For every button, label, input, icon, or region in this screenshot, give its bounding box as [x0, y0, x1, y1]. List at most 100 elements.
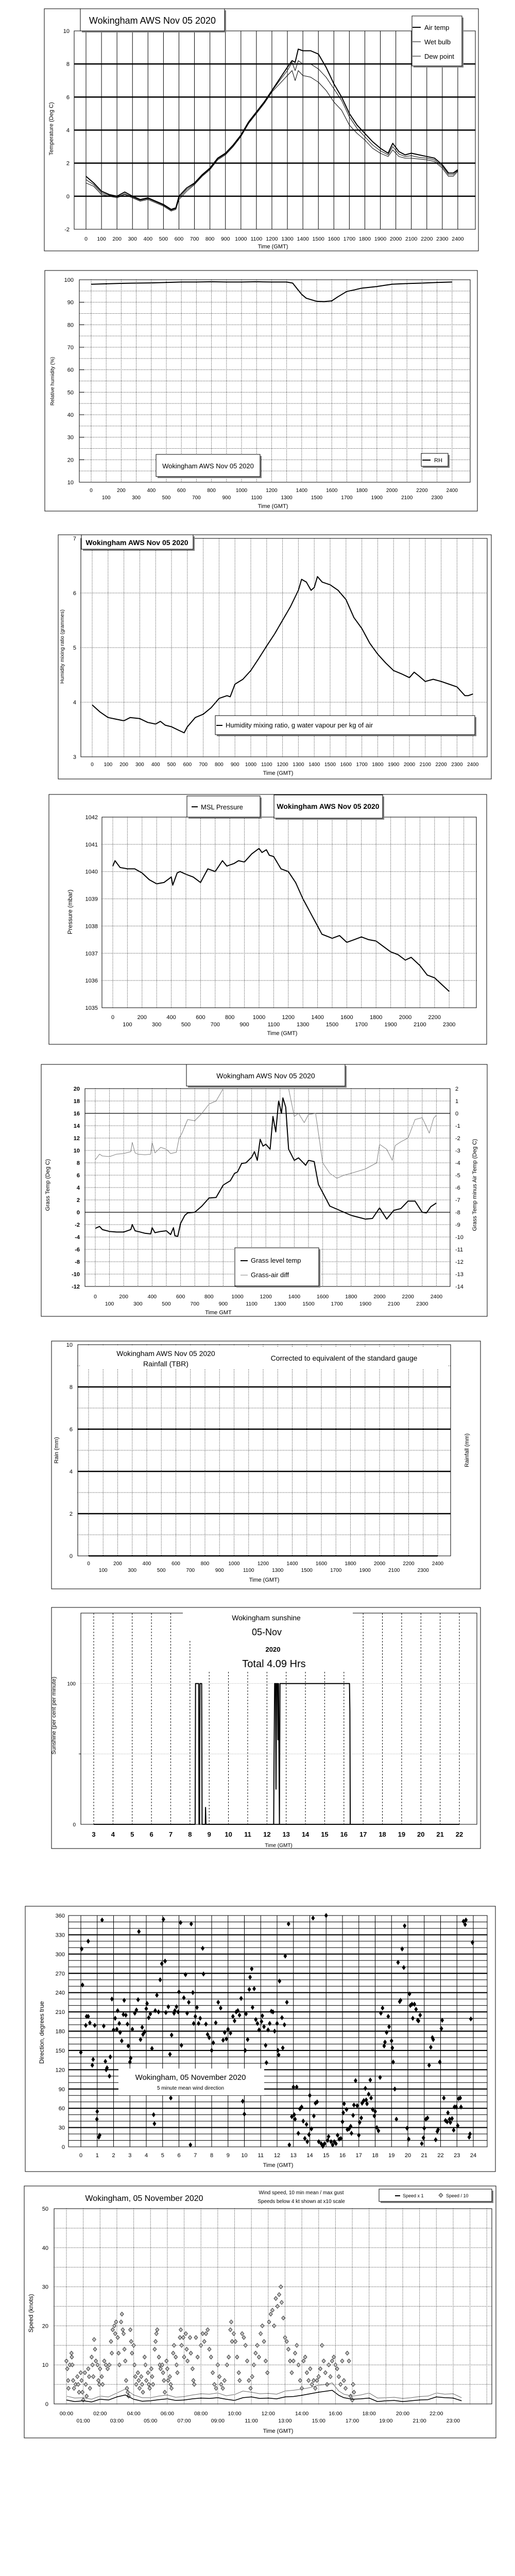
speed-point	[110, 2327, 115, 2332]
speed-point	[185, 2359, 190, 2364]
direction-point	[367, 2091, 371, 2097]
plot-area	[68, 1915, 488, 2147]
chart-title: Wokingham, 05 November 2020	[135, 2073, 246, 2082]
direction-point	[312, 2113, 316, 2119]
x-tick-label: 100	[97, 236, 106, 242]
y-tick-label: 3	[73, 754, 76, 760]
x-tick-label: 1800	[370, 1014, 382, 1021]
x-tick-label: 20	[405, 2153, 411, 2159]
direction-point	[376, 2128, 381, 2133]
direction-point	[115, 2026, 119, 2032]
speed-point	[192, 2382, 197, 2387]
speed-point	[155, 2327, 160, 2332]
x-tick-label: 300	[132, 495, 141, 501]
direction-point	[79, 2049, 83, 2055]
speed-point	[281, 2315, 286, 2320]
speed-point	[163, 2389, 167, 2395]
total-backdrop	[191, 1640, 345, 1671]
speed-point	[138, 2386, 142, 2391]
chart-note: Speeds below 4 kt shown at x10 scale	[258, 2199, 345, 2205]
direction-point	[385, 2029, 389, 2035]
x-tick-label: 2300	[416, 1301, 428, 1307]
y-tick-label: 240	[56, 1990, 65, 1996]
chart-title: Wokingham AWS Nov 05 2020	[85, 538, 188, 547]
x-tick-label: 1700	[356, 762, 368, 768]
speed-point	[341, 2378, 346, 2383]
speed-point	[217, 2374, 222, 2379]
x-tick-label: 17:00	[346, 2418, 359, 2424]
x-tick-label: 2000	[374, 1561, 386, 1567]
x-tick-label: 900	[221, 236, 230, 242]
direction-point	[400, 1946, 404, 1952]
speed-point	[277, 2292, 281, 2297]
direction-point	[122, 1997, 126, 2003]
x-tick-label: 1200	[282, 1014, 295, 1021]
direction-point	[292, 2112, 296, 2117]
right-y-axis-label: Grass Temp minus Air Temp (Deg C)	[472, 1139, 478, 1231]
speed-point	[301, 2359, 306, 2364]
direction-point	[254, 2017, 258, 2023]
direction-point	[445, 2119, 449, 2125]
y-tick-label: -2	[75, 1222, 80, 1228]
x-tick-label: 800	[225, 1014, 234, 1021]
x-tick-label: 0	[87, 1561, 90, 1567]
direction-point	[201, 1971, 205, 1977]
x-tick-label: 500	[159, 236, 168, 242]
direction-point	[390, 2045, 394, 2050]
direction-point	[133, 2010, 137, 2016]
plot-area	[74, 30, 476, 230]
speed-point	[115, 2335, 120, 2340]
chart-title: Wokingham AWS Nov 05 2020	[116, 1349, 215, 1358]
title-box	[186, 1064, 346, 1087]
direction-point	[80, 1946, 84, 1952]
direction-point	[166, 2004, 170, 2010]
direction-point	[218, 2005, 222, 2011]
y-tick-label: 2	[66, 161, 70, 167]
direction-point	[325, 2138, 330, 2143]
speed-point	[171, 2343, 176, 2348]
speed-point	[146, 2370, 150, 2375]
y-tick-label: 1040	[85, 869, 98, 875]
speed-point	[265, 2370, 270, 2375]
y-tick-label: 6	[77, 1173, 80, 1179]
chart-title: Wokingham AWS Nov 05 2020	[277, 802, 379, 810]
direction-point	[125, 2021, 129, 2027]
speed-point	[119, 2319, 124, 2325]
x-tick-label: 18:00	[363, 2411, 376, 2417]
y-tick-label: 80	[67, 322, 74, 328]
direction-point	[248, 1974, 252, 1980]
x-tick-label: 300	[128, 1568, 136, 1573]
speed-point	[260, 2323, 265, 2328]
speed-point	[139, 2374, 144, 2379]
direction-point	[389, 2038, 393, 2044]
x-tick-label: 2200	[421, 236, 433, 242]
x-tick-label: 1300	[272, 1568, 284, 1573]
x-tick-label: 700	[199, 762, 208, 768]
legend-label: Grass level temp	[251, 1257, 301, 1264]
x-tick-label: 1500	[302, 1301, 315, 1307]
x-tick-label: 1000	[245, 762, 257, 768]
x-tick-label: 500	[167, 762, 176, 768]
x-tick-label: 6	[177, 2153, 180, 2159]
x-tick-label: 02:00	[93, 2411, 107, 2417]
speed-point	[178, 2335, 182, 2340]
speed-point	[209, 2354, 213, 2360]
speed-point	[87, 2374, 92, 2379]
title-box	[118, 2069, 264, 2095]
direction-point	[153, 2008, 157, 2013]
speed-point	[109, 2339, 113, 2344]
y-axis-label: Grass Temp (Deg C)	[45, 1159, 51, 1211]
direction-point	[84, 2023, 88, 2028]
direction-point	[91, 2057, 95, 2062]
speed-point	[82, 2370, 87, 2375]
y-tick-label: 50	[42, 2206, 48, 2212]
speed-point	[113, 2331, 117, 2336]
legend-swatch	[438, 2193, 443, 2198]
x-tick-label: 800	[204, 1294, 214, 1300]
x-tick-label: 9	[208, 1831, 211, 1838]
speed-point	[321, 2359, 326, 2364]
chart-frame	[58, 534, 492, 779]
direction-point	[364, 2097, 368, 2103]
x-tick-label: 1400	[286, 1561, 298, 1567]
